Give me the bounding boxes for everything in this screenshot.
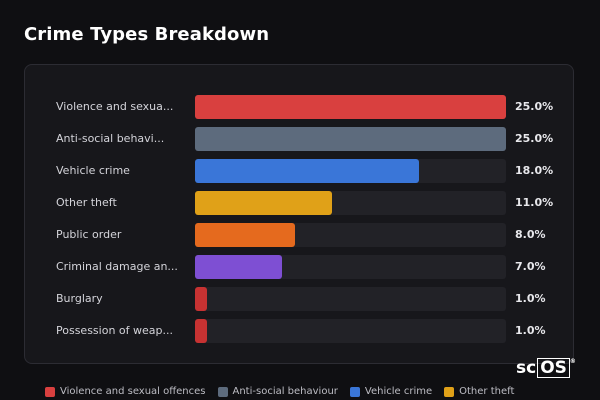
value-label: 7.0% [515, 260, 546, 273]
bar[interactable] [195, 127, 506, 151]
value-label: 1.0% [515, 292, 546, 305]
legend-label: Vehicle crime [364, 386, 433, 397]
bar[interactable] [195, 319, 208, 343]
bar[interactable] [195, 287, 208, 311]
legend-item[interactable]: Vehicle crime [349, 386, 433, 397]
category-label: Burglary [56, 292, 103, 305]
chart-title: Crime Types Breakdown [24, 24, 270, 45]
bar[interactable] [195, 255, 283, 279]
legend-swatch [349, 386, 360, 397]
category-label: Vehicle crime [56, 164, 130, 177]
category-label: Violence and sexua... [56, 100, 174, 113]
bar-track [195, 319, 506, 343]
value-label: 25.0% [515, 100, 554, 113]
value-label: 18.0% [515, 164, 554, 177]
bar[interactable] [195, 223, 295, 247]
legend-swatch [444, 386, 455, 397]
value-label: 8.0% [515, 228, 546, 241]
legend-label: Anti-social behaviour [232, 386, 338, 397]
legend-swatch [217, 386, 228, 397]
legend-item[interactable]: Violence and sexual offences [45, 386, 206, 397]
category-label: Possession of weap... [56, 324, 173, 337]
scos-logo: sc OS ® [516, 358, 576, 378]
category-label: Anti-social behavi... [56, 132, 165, 145]
category-label: Other theft [56, 196, 117, 209]
category-label: Criminal damage an... [56, 260, 178, 273]
value-label: 25.0% [515, 132, 554, 145]
legend-label: Violence and sexual offences [60, 386, 206, 397]
value-label: 1.0% [515, 324, 546, 337]
chart-card: Violence and sexua... 25.0% Anti-social be… [24, 64, 574, 364]
legend-swatch [45, 386, 55, 397]
bar-track [195, 287, 506, 311]
legend-label: Other theft [459, 386, 515, 397]
value-label: 11.0% [515, 196, 554, 209]
bar[interactable] [195, 191, 332, 215]
legend-item[interactable]: Other theft [444, 386, 514, 397]
bar[interactable] [195, 95, 506, 119]
bar[interactable] [195, 159, 419, 183]
legend-item[interactable]: Anti-social behaviour [217, 386, 338, 397]
category-label: Public order [56, 228, 122, 241]
chart-legend: Violence and sexual offences Anti-social … [45, 386, 514, 397]
